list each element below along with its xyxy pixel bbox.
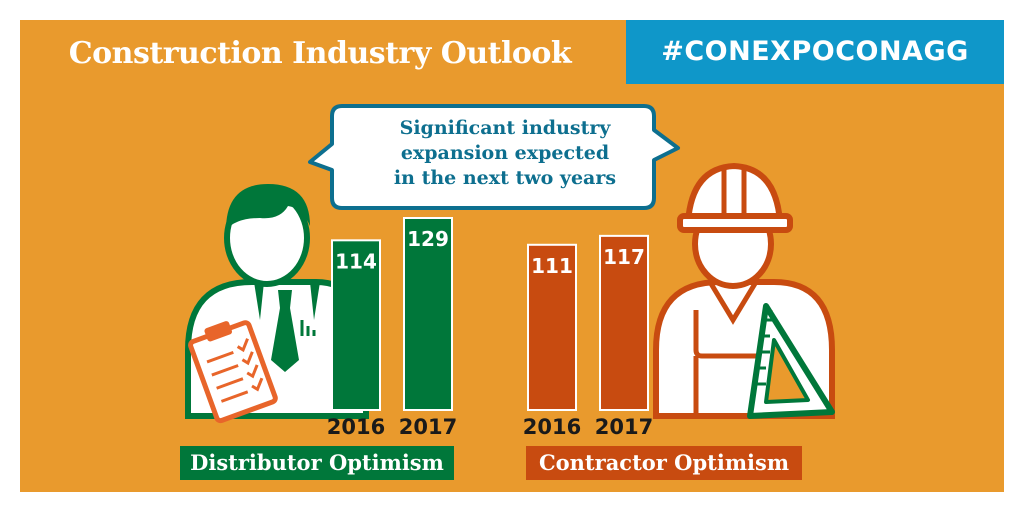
callout-line: in the next two years: [393, 167, 617, 189]
infographic-frame: Construction Industry Outlook #CONEXPOCO…: [20, 20, 1004, 492]
hashtag-banner[interactable]: #CONEXPOCONAGG: [626, 20, 1004, 84]
bar-1-2017: [599, 234, 649, 411]
legend-contractor-optimism: Contractor Optimism: [526, 446, 802, 480]
bar-value-label: 117: [603, 245, 645, 269]
bar-value-label: 129: [407, 227, 449, 251]
x-tick-label: 2017: [399, 415, 457, 439]
legend-distributor-optimism: Distributor Optimism: [180, 446, 454, 480]
bar-0-2017: [403, 217, 453, 411]
x-tick-label: 2016: [523, 415, 581, 439]
contractor-hardhat-icon: [653, 162, 835, 419]
callout-line: expansion expected: [400, 142, 610, 164]
callout-line: Significant industry: [399, 117, 611, 139]
clipboard-icon: [188, 320, 278, 424]
x-tick-label: 2016: [327, 415, 385, 439]
page-title: Construction Industry Outlook: [68, 36, 572, 71]
bar-1-2016: [527, 243, 577, 411]
bar-value-label: 111: [531, 254, 573, 278]
x-tick-label: 2017: [595, 415, 653, 439]
chart-bars: 114 2016 129 2017 111 2016 117 2017: [327, 217, 653, 439]
bar-chart: 114 2016 129 2017 111 2016 117 2017: [185, 104, 835, 439]
set-square-icon: [747, 303, 835, 419]
speech-bubble: [308, 104, 680, 210]
bar-0-2016: [331, 239, 381, 411]
callout-text: Significant industry expansion expected …: [340, 116, 670, 191]
bar-value-label: 114: [335, 249, 377, 273]
